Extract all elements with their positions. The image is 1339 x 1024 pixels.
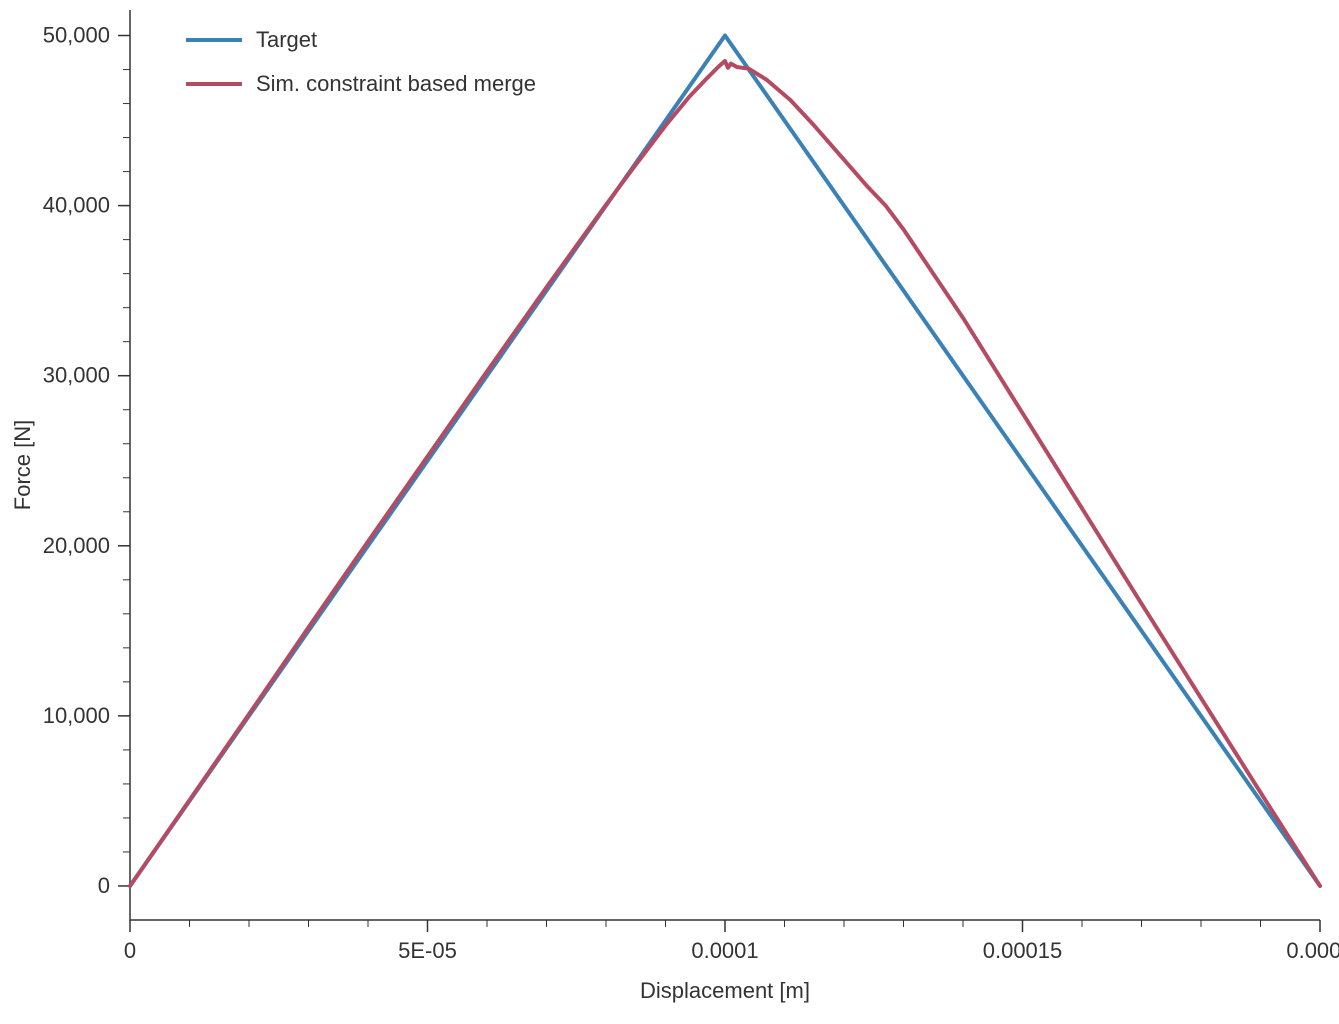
y-tick-label: 40,000 — [43, 193, 110, 218]
y-tick-label: 0 — [98, 873, 110, 898]
legend-label-1: Sim. constraint based merge — [256, 71, 536, 96]
y-tick-label: 30,000 — [43, 363, 110, 388]
force-displacement-chart: 0 5E-05 0.0001 0.00015 0.0002 0 10,000 20,000 30… — [0, 0, 1339, 1024]
x-tick-label: 0.0001 — [691, 938, 758, 963]
x-axis-label: Displacement [m] — [640, 978, 810, 1003]
y-tick-label: 10,000 — [43, 703, 110, 728]
x-tick-label: 0 — [124, 938, 136, 963]
y-tick-label: 20,000 — [43, 533, 110, 558]
x-tick-label: 0.00015 — [983, 938, 1063, 963]
y-axis-label: Force [N] — [10, 420, 35, 510]
x-tick-label: 5E-05 — [398, 938, 457, 963]
x-tick-label: 0.0002 — [1286, 938, 1339, 963]
chart-background — [0, 0, 1339, 1024]
chart-svg: 0 5E-05 0.0001 0.00015 0.0002 0 10,000 20,000 30… — [0, 0, 1339, 1024]
legend-label-0: Target — [256, 27, 317, 52]
y-tick-label: 50,000 — [43, 23, 110, 48]
